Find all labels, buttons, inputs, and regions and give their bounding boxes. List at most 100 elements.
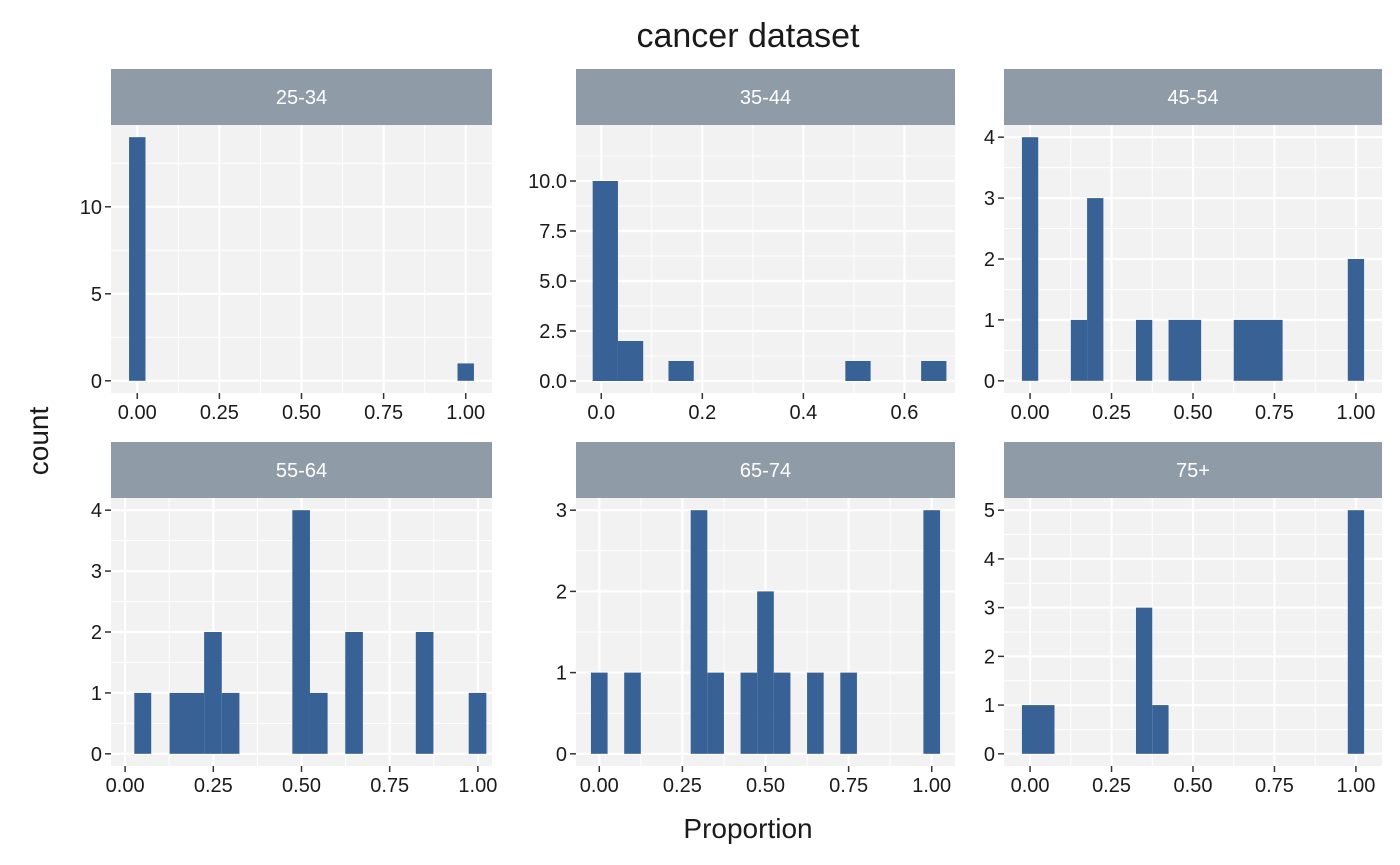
y-tick-label: 7.5 (539, 221, 567, 243)
x-tick-label: 0.50 (1174, 402, 1213, 424)
x-tick-label: 1.00 (458, 775, 497, 797)
histogram-bar (169, 692, 205, 754)
y-tick-label: 10 (80, 197, 102, 219)
histogram-bar (845, 361, 871, 381)
histogram-bar (921, 361, 947, 381)
facet-strip-label: 25-34 (276, 87, 327, 109)
x-tick-label: 0.4 (789, 402, 817, 424)
y-tick-label: 5 (984, 500, 995, 522)
facet-strip-label: 65-74 (740, 460, 791, 482)
histogram-bar (690, 510, 708, 754)
x-tick-label: 0.00 (106, 775, 145, 797)
facet-strip-label: 75+ (1176, 460, 1210, 482)
y-tick-label: 4 (984, 127, 995, 149)
facet-strip-label: 45-54 (1167, 87, 1218, 109)
y-tick-label: 0 (556, 744, 567, 766)
x-tick-label: 0.25 (194, 775, 233, 797)
y-tick-label: 2 (984, 249, 995, 271)
histogram-bar (1233, 319, 1283, 381)
chart-title: cancer dataset (636, 17, 860, 55)
y-tick-label: 0.0 (539, 371, 567, 393)
facet-panel: 45-54 0.00 0.25 0.50 0.75 1.00 0 1 2 3 4 (984, 69, 1382, 424)
histogram-bar (590, 672, 608, 754)
histogram-bar (840, 672, 857, 754)
facet-strip (111, 442, 492, 498)
x-tick-label: 0.00 (1011, 775, 1050, 797)
histogram-bar (468, 692, 487, 754)
histogram-bar (1070, 319, 1088, 381)
y-tick-label: 10.0 (528, 171, 567, 193)
x-tick-label: 1.00 (1336, 775, 1375, 797)
x-tick-label: 0.00 (1011, 402, 1050, 424)
y-tick-label: 5.0 (539, 271, 567, 293)
facet-panel: 55-64 0.00 0.25 0.50 0.75 1.00 0 1 2 3 4 (91, 442, 497, 797)
x-tick-label: 0.50 (1174, 775, 1213, 797)
x-tick-label: 0.2 (688, 402, 716, 424)
x-tick-label: 0.00 (118, 402, 157, 424)
histogram-bar (1021, 137, 1039, 381)
y-tick-label: 1 (984, 310, 995, 332)
facet-strip (111, 69, 492, 125)
histogram-bar (1168, 319, 1202, 381)
x-tick-label: 1.00 (446, 402, 485, 424)
x-tick-label: 0.75 (1255, 775, 1294, 797)
histogram-bar (1135, 319, 1153, 381)
facet-panel: 25-34 0.00 0.25 0.50 0.75 1.00 0 5 10 (80, 69, 492, 424)
x-tick-label: 1.00 (912, 775, 951, 797)
facet-strip (1004, 69, 1382, 125)
histogram-bar (592, 181, 618, 381)
y-tick-label: 0 (984, 371, 995, 393)
histogram-bar (668, 361, 694, 381)
histogram-bar (1347, 259, 1365, 381)
x-tick-label: 0.75 (829, 775, 868, 797)
x-tick-label: 0.75 (1255, 402, 1294, 424)
x-axis-title: Proportion (683, 813, 812, 844)
histogram-bar (134, 692, 152, 754)
x-tick-label: 0.25 (663, 775, 702, 797)
y-tick-label: 3 (984, 598, 995, 620)
y-tick-label: 1 (91, 683, 102, 705)
histogram-bar (757, 591, 774, 754)
y-tick-label: 0 (984, 744, 995, 766)
facet-strip (576, 69, 955, 125)
y-tick-label: 2 (984, 646, 995, 668)
y-tick-label: 5 (91, 284, 102, 306)
histogram-bar (457, 363, 474, 381)
histogram-bar (1152, 705, 1169, 754)
histogram-bar (740, 672, 758, 754)
histogram-bar (624, 672, 641, 754)
x-tick-label: 0.25 (200, 402, 239, 424)
x-tick-label: 0.75 (364, 402, 403, 424)
histogram-bar (129, 137, 146, 381)
histogram-bar (1347, 510, 1365, 754)
histogram-bar (923, 510, 941, 754)
y-tick-label: 0 (91, 371, 102, 393)
y-tick-label: 0 (91, 744, 102, 766)
x-tick-label: 1.00 (1336, 402, 1375, 424)
x-tick-label: 0.25 (1092, 775, 1131, 797)
x-tick-label: 0.6 (891, 402, 919, 424)
facet-strip (576, 442, 955, 498)
facet-strip-label: 35-44 (740, 87, 791, 109)
y-tick-label: 2.5 (539, 321, 567, 343)
facet-panel: 65-74 0.00 0.25 0.50 0.75 1.00 0 1 2 3 (556, 442, 955, 797)
y-tick-label: 3 (984, 188, 995, 210)
x-tick-label: 0.75 (370, 775, 409, 797)
histogram-bar (807, 672, 824, 754)
histogram-bar (707, 672, 724, 754)
histogram-bar (221, 692, 240, 754)
x-tick-label: 0.00 (580, 775, 619, 797)
histogram-bar (309, 692, 328, 754)
histogram-bar (1087, 198, 1104, 381)
histogram-bar (292, 510, 310, 754)
y-tick-label: 1 (556, 663, 567, 685)
x-tick-label: 0.50 (282, 402, 321, 424)
histogram-bar (1135, 607, 1153, 754)
facet-strip (1004, 442, 1382, 498)
histogram-bar (617, 341, 644, 381)
x-tick-label: 0.50 (746, 775, 785, 797)
histogram-bar (1021, 705, 1055, 754)
facet-panel: 35-44 0.0 0.2 0.4 0.6 0.0 2.5 5.0 7.5 10.0 (528, 69, 955, 424)
